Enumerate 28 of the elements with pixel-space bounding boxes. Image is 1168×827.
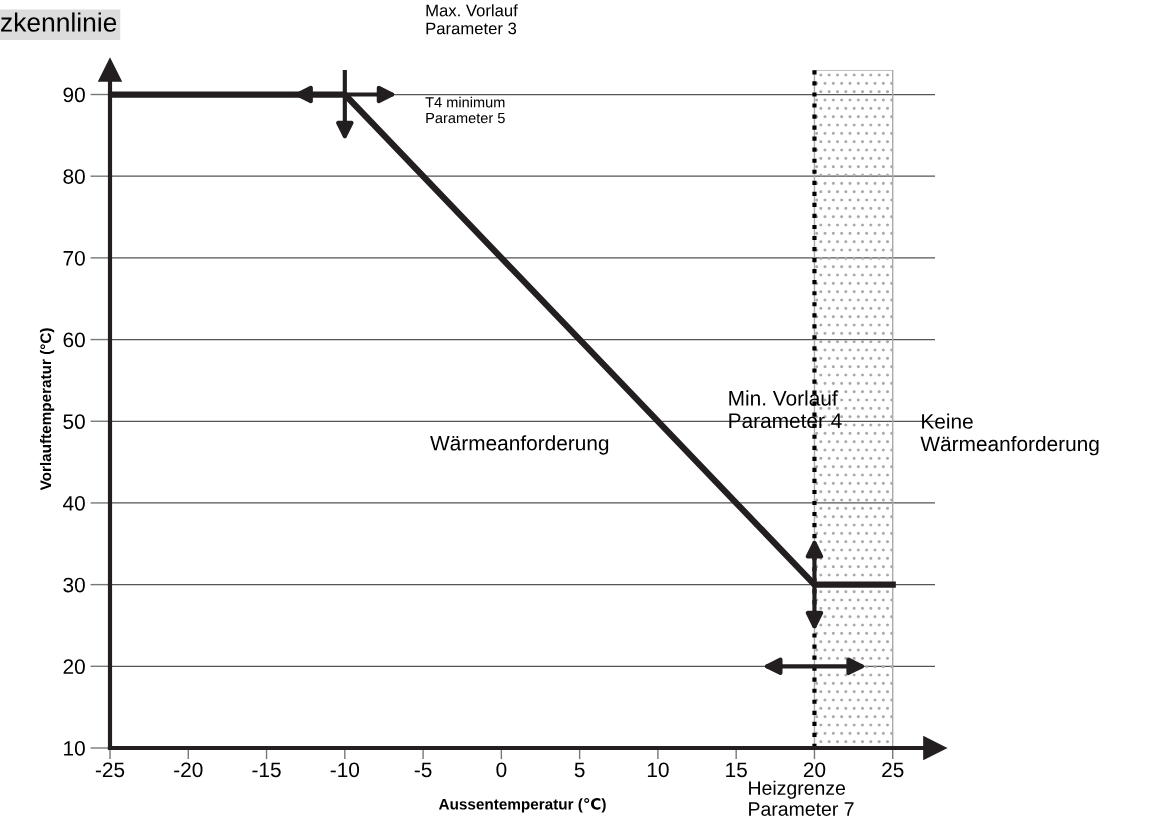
x-axis-title: Aussentemperatur (℃): [438, 797, 606, 813]
x-tick-label: 0: [496, 762, 507, 778]
annotation: Keine Wärmeanforderung: [920, 413, 1099, 456]
text: Heizgrenze Parameter 7: [749, 780, 854, 816]
y-tick-label: 70: [63, 250, 85, 266]
y-tick-label: 20: [63, 659, 85, 675]
x-tick-label: -5: [414, 762, 432, 778]
x-tick-label: 20: [803, 762, 826, 778]
x-tick-label: -20: [174, 762, 203, 778]
y-tick-label: 10: [64, 741, 85, 756]
x-tick-label: 15: [726, 762, 747, 778]
y-tick-label: 50: [63, 414, 85, 430]
y-tick-label: 90: [63, 87, 85, 103]
y-tick-label: 60: [63, 332, 85, 348]
annotation: T4 minimum Parameter 5: [425, 96, 505, 124]
chart-title: zkennlinie: [1, 12, 117, 32]
annotation: Wärmeanforderung: [430, 435, 609, 455]
x-tick-label: 10: [647, 762, 669, 778]
y-axis-title: Vorlauftemperatur (°C): [39, 328, 55, 491]
x-tick-label: 25: [882, 762, 904, 778]
x-tick-label: -10: [330, 762, 360, 778]
x-tick-label: -15: [252, 762, 281, 778]
x-tick-label: -25: [95, 762, 125, 778]
y-tick-label: 30: [63, 577, 85, 593]
y-tick-label: 40: [63, 495, 85, 511]
text: Max. Vorlauf Parameter 3: [426, 4, 518, 35]
x-tick-label: 5: [574, 762, 585, 778]
y-tick-label: 80: [63, 169, 85, 184]
